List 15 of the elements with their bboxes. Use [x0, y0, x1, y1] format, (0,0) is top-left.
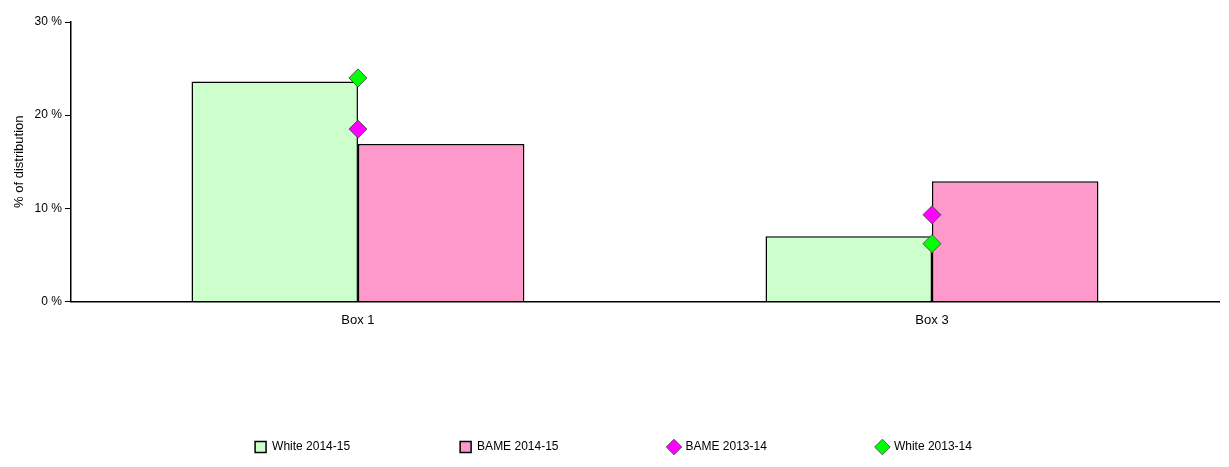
y-tick-label: 20 % — [34, 107, 63, 122]
legend-label: BAME 2014-15 — [477, 439, 559, 454]
y-axis-title: % of distribution — [11, 115, 27, 208]
legend-label: White 2013-14 — [893, 439, 973, 454]
y-tick-label: 30 % — [34, 14, 63, 29]
x-tick-label: Box 1 — [341, 311, 375, 327]
point — [922, 234, 942, 254]
y-tick-label: 10 % — [34, 200, 63, 215]
point — [348, 119, 368, 139]
legend-label: BAME 2013-14 — [685, 439, 768, 454]
point — [348, 68, 368, 88]
point — [922, 205, 942, 225]
y-tick-label: 0 % — [41, 293, 63, 308]
x-tick-label: Box 3 — [915, 311, 949, 327]
legend-label: White 2014-15 — [272, 439, 351, 454]
